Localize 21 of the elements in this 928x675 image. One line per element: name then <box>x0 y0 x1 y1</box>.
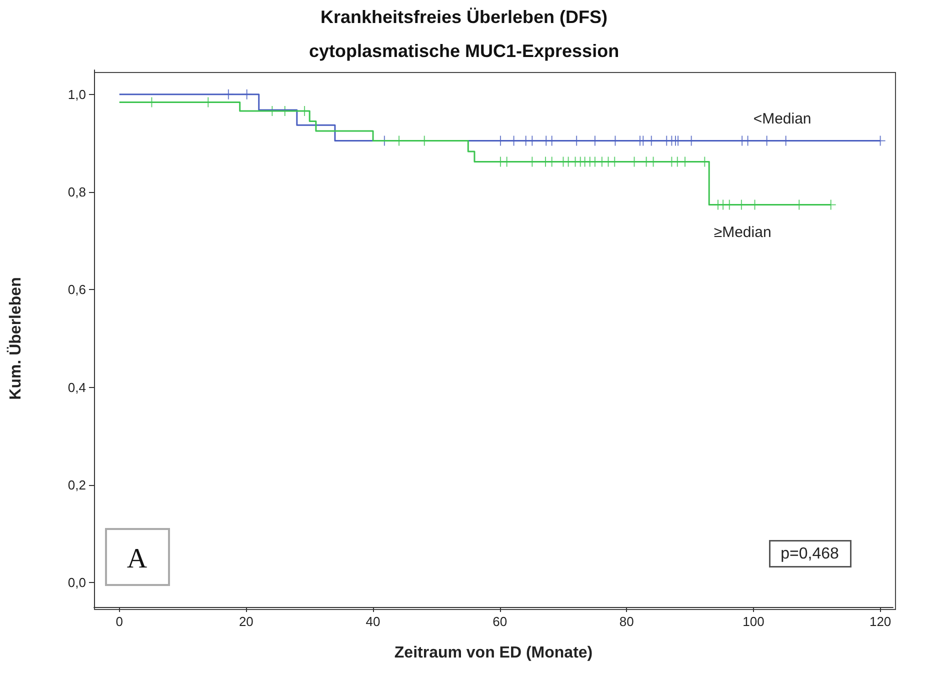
x-tick-label: 80 <box>619 614 634 629</box>
annotation: p=0,468 <box>780 545 839 562</box>
x-tick-label: 100 <box>742 614 764 629</box>
x-tick-label: 40 <box>366 614 380 629</box>
series-label: ≥Median <box>714 224 772 242</box>
chart-subtitle: cytoplasmatische MUC1-Expression <box>308 41 620 61</box>
y-tick-label: 0,2 <box>68 477 86 492</box>
x-tick-label: 60 <box>492 614 508 629</box>
x-tick-label: 0 <box>116 614 123 629</box>
y-axis-title: Kum. Überleben <box>6 277 24 400</box>
annotation: A <box>126 544 148 574</box>
y-tick-label: 0,8 <box>68 184 86 200</box>
y-tick-label: 0,4 <box>68 380 86 395</box>
y-tick-label: 0,6 <box>68 282 86 298</box>
x-tick-label: 20 <box>238 614 254 629</box>
y-tick-label: 1,0 <box>68 86 86 102</box>
x-tick-label: 120 <box>869 614 892 629</box>
series-label: <Median <box>753 110 812 128</box>
x-axis-title: Zeitraum von ED (Monate) <box>394 644 593 662</box>
y-tick-label: 0,0 <box>68 575 86 590</box>
chart-title: Krankheitsfreies Überleben (DFS) <box>320 7 608 27</box>
